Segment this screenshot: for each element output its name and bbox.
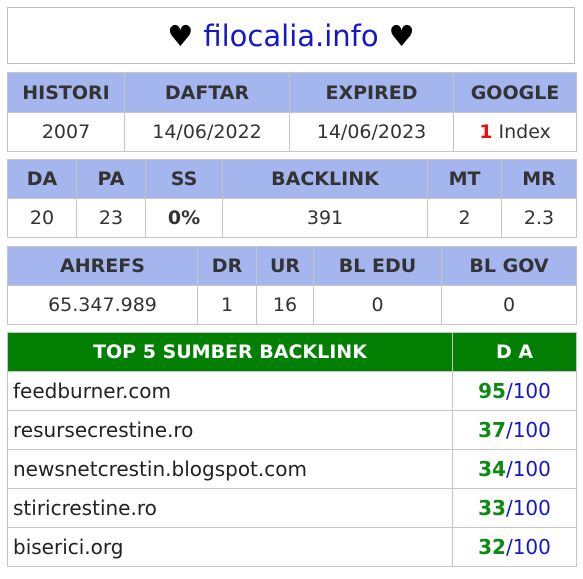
dr-value: 1 [197, 285, 257, 325]
bl-gov-value: 0 [441, 285, 577, 325]
backlink-da-max: /100 [505, 496, 551, 520]
top-backlinks-header-row: TOP 5 SUMBER BACKLINK D A [7, 332, 577, 372]
domain-info-header-row: HISTORI DAFTAR EXPIRED GOOGLE [7, 72, 577, 113]
metrics-table: DA PA SS BACKLINK MT MR 20 23 0% 391 2 2… [7, 159, 577, 238]
table-row: biserici.org 32/100 [7, 527, 577, 567]
google-index-label: Index [498, 121, 551, 143]
heart-left-icon: ♥ [167, 18, 194, 53]
site-title-box: ♥ filocalia.info ♥ [7, 7, 575, 64]
backlink-da-value: 34 [478, 457, 506, 481]
pa-value: 23 [76, 198, 146, 238]
ahrefs-header-row: AHREFS DR UR BL EDU BL GOV [7, 246, 577, 286]
header-pa: PA [76, 159, 146, 199]
ss-value: 0% [145, 198, 223, 238]
header-mt: MT [427, 159, 502, 199]
ahrefs-value-row: 65.347.989 1 16 0 0 [7, 285, 577, 325]
google-index-cell: 1 Index [453, 112, 577, 152]
header-ss: SS [145, 159, 223, 199]
header-google: GOOGLE [453, 72, 577, 113]
header-bl-gov: BL GOV [441, 246, 577, 286]
backlink-da-max: /100 [505, 535, 551, 559]
header-backlink-da: D A [452, 332, 577, 372]
bl-edu-value: 0 [313, 285, 442, 325]
ahrefs-table: AHREFS DR UR BL EDU BL GOV 65.347.989 1 … [7, 246, 577, 325]
backlink-da-value: 95 [478, 379, 506, 403]
backlink-da-cell: 33/100 [452, 488, 577, 528]
top-backlinks-table: TOP 5 SUMBER BACKLINK D A feedburner.com… [7, 332, 577, 567]
backlink-da-cell: 32/100 [452, 527, 577, 567]
header-expired: EXPIRED [289, 72, 454, 113]
heart-right-icon: ♥ [388, 18, 415, 53]
backlink-da-cell: 37/100 [452, 410, 577, 450]
backlink-da-max: /100 [505, 457, 551, 481]
header-bl-edu: BL EDU [313, 246, 442, 286]
backlink-da-value: 33 [478, 496, 506, 520]
backlink-da-cell: 95/100 [452, 371, 577, 411]
backlink-domain: newsnetcrestin.blogspot.com [7, 449, 453, 489]
backlink-da-value: 32 [478, 535, 506, 559]
header-mr: MR [501, 159, 577, 199]
table-row: feedburner.com 95/100 [7, 371, 577, 411]
expired-value: 14/06/2023 [289, 112, 454, 152]
da-value: 20 [7, 198, 77, 238]
backlink-value: 391 [222, 198, 428, 238]
histori-value: 2007 [7, 112, 125, 152]
table-row: resursecrestine.ro 37/100 [7, 410, 577, 450]
header-ur: UR [256, 246, 314, 286]
mt-value: 2 [427, 198, 502, 238]
mr-value: 2.3 [501, 198, 577, 238]
google-index-count: 1 [479, 121, 493, 143]
site-name: filocalia.info [203, 18, 379, 53]
table-row: newsnetcrestin.blogspot.com 34/100 [7, 449, 577, 489]
table-row: stiricrestine.ro 33/100 [7, 488, 577, 528]
header-top-sources: TOP 5 SUMBER BACKLINK [7, 332, 453, 372]
backlink-da-value: 37 [478, 418, 506, 442]
backlink-domain: resursecrestine.ro [7, 410, 453, 450]
ahrefs-value: 65.347.989 [7, 285, 198, 325]
ur-value: 16 [256, 285, 314, 325]
daftar-value: 14/06/2022 [124, 112, 290, 152]
domain-info-table: HISTORI DAFTAR EXPIRED GOOGLE 2007 14/06… [7, 72, 577, 152]
header-daftar: DAFTAR [124, 72, 290, 113]
header-histori: HISTORI [7, 72, 125, 113]
header-backlink: BACKLINK [222, 159, 428, 199]
metrics-value-row: 20 23 0% 391 2 2.3 [7, 198, 577, 238]
header-ahrefs: AHREFS [7, 246, 198, 286]
backlink-domain: biserici.org [7, 527, 453, 567]
backlink-domain: feedburner.com [7, 371, 453, 411]
metrics-header-row: DA PA SS BACKLINK MT MR [7, 159, 577, 199]
backlink-da-cell: 34/100 [452, 449, 577, 489]
header-da: DA [7, 159, 77, 199]
header-dr: DR [197, 246, 257, 286]
domain-info-value-row: 2007 14/06/2022 14/06/2023 1 Index [7, 112, 577, 152]
backlink-da-max: /100 [505, 379, 551, 403]
backlink-da-max: /100 [505, 418, 551, 442]
backlink-domain: stiricrestine.ro [7, 488, 453, 528]
